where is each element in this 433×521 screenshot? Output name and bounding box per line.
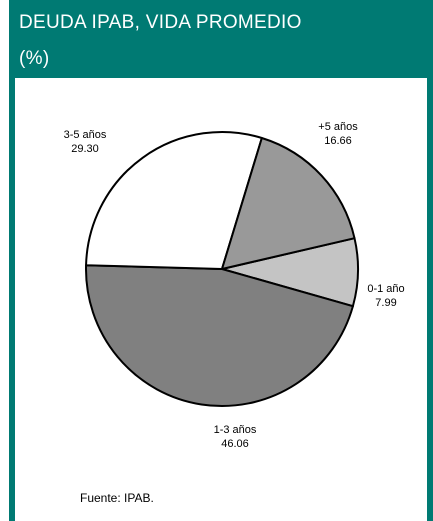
- chart-header: DEUDA IPAB, VIDA PROMEDIO (%): [9, 0, 433, 78]
- label-0-1-year-value: 7.99: [375, 297, 396, 309]
- label-0-1-year-name: 0-1 año: [367, 283, 404, 295]
- chart-title: DEUDA IPAB, VIDA PROMEDIO: [19, 12, 302, 33]
- pie-slices: [85, 131, 359, 407]
- label-over-5-years-value: 16.66: [324, 135, 352, 147]
- source-note: Fuente: IPAB.: [80, 491, 154, 505]
- label-1-3-years-name: 1-3 años: [214, 424, 257, 436]
- slice-1-3-years: [85, 264, 354, 407]
- label-1-3-years-value: 46.06: [221, 438, 249, 450]
- slice-3-5-years: [85, 131, 263, 270]
- label-3-5-years-value: 29.30: [71, 143, 99, 155]
- slice-over-5-years: [221, 137, 356, 270]
- label-over-5-years-name: +5 años: [318, 121, 358, 133]
- label-3-5-years-name: 3-5 años: [64, 129, 107, 141]
- frame-border-left: [9, 78, 15, 521]
- chart-title-unit: (%): [19, 48, 50, 69]
- frame-border-right: [427, 78, 433, 521]
- pie-labels: 0-1 año 7.99 1-3 años 46.06 3-5 años 29.30 +5 …: [64, 121, 405, 450]
